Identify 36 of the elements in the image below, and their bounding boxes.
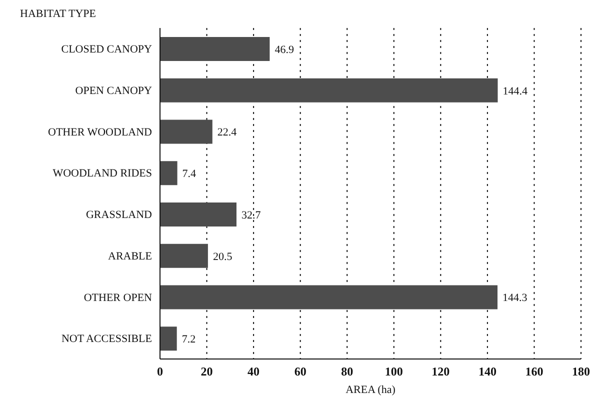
data-label: 46.9 (274, 44, 294, 56)
y-axis-title: HABITAT TYPE (20, 8, 96, 20)
x-tick-label: 160 (525, 364, 544, 379)
bar (160, 326, 177, 351)
y-tick-label: NOT ACCESSIBLE (61, 333, 152, 346)
x-tick-label: 20 (200, 364, 213, 379)
x-tick-label: 40 (248, 364, 260, 379)
data-label: 144.3 (502, 292, 528, 304)
x-tick-label: 60 (294, 364, 306, 379)
x-tick-label: 100 (384, 364, 403, 379)
bar (160, 161, 178, 186)
y-tick-label: WOODLAND RIDES (52, 168, 152, 180)
data-label: 7.4 (182, 168, 197, 180)
bar (160, 202, 236, 226)
bar (160, 120, 212, 144)
data-label: 22.4 (217, 126, 238, 139)
y-tick-label: OPEN CANOPY (75, 84, 152, 97)
x-tick-label: 0 (157, 364, 163, 379)
x-tick-label: 180 (572, 364, 590, 379)
bar (160, 37, 270, 61)
y-tick-label: OTHER OPEN (84, 292, 152, 304)
data-label: 7.2 (182, 334, 196, 346)
data-label: 32.7 (241, 209, 262, 222)
x-axis-title: AREA (ha) (346, 384, 396, 396)
y-tick-label: GRASSLAND (86, 209, 152, 222)
bar (160, 78, 498, 102)
data-label: 144.4 (502, 85, 528, 98)
bar (160, 244, 208, 268)
x-tick-label: 80 (341, 364, 354, 379)
y-tick-label: OTHER WOODLAND (48, 126, 152, 138)
data-label: 20.5 (212, 250, 233, 263)
x-tick-label: 120 (432, 364, 450, 379)
bar (160, 285, 498, 310)
y-tick-label: CLOSED CANOPY (61, 44, 152, 56)
y-tick-label: ARABLE (108, 250, 152, 262)
x-tick-label: 140 (478, 364, 496, 379)
